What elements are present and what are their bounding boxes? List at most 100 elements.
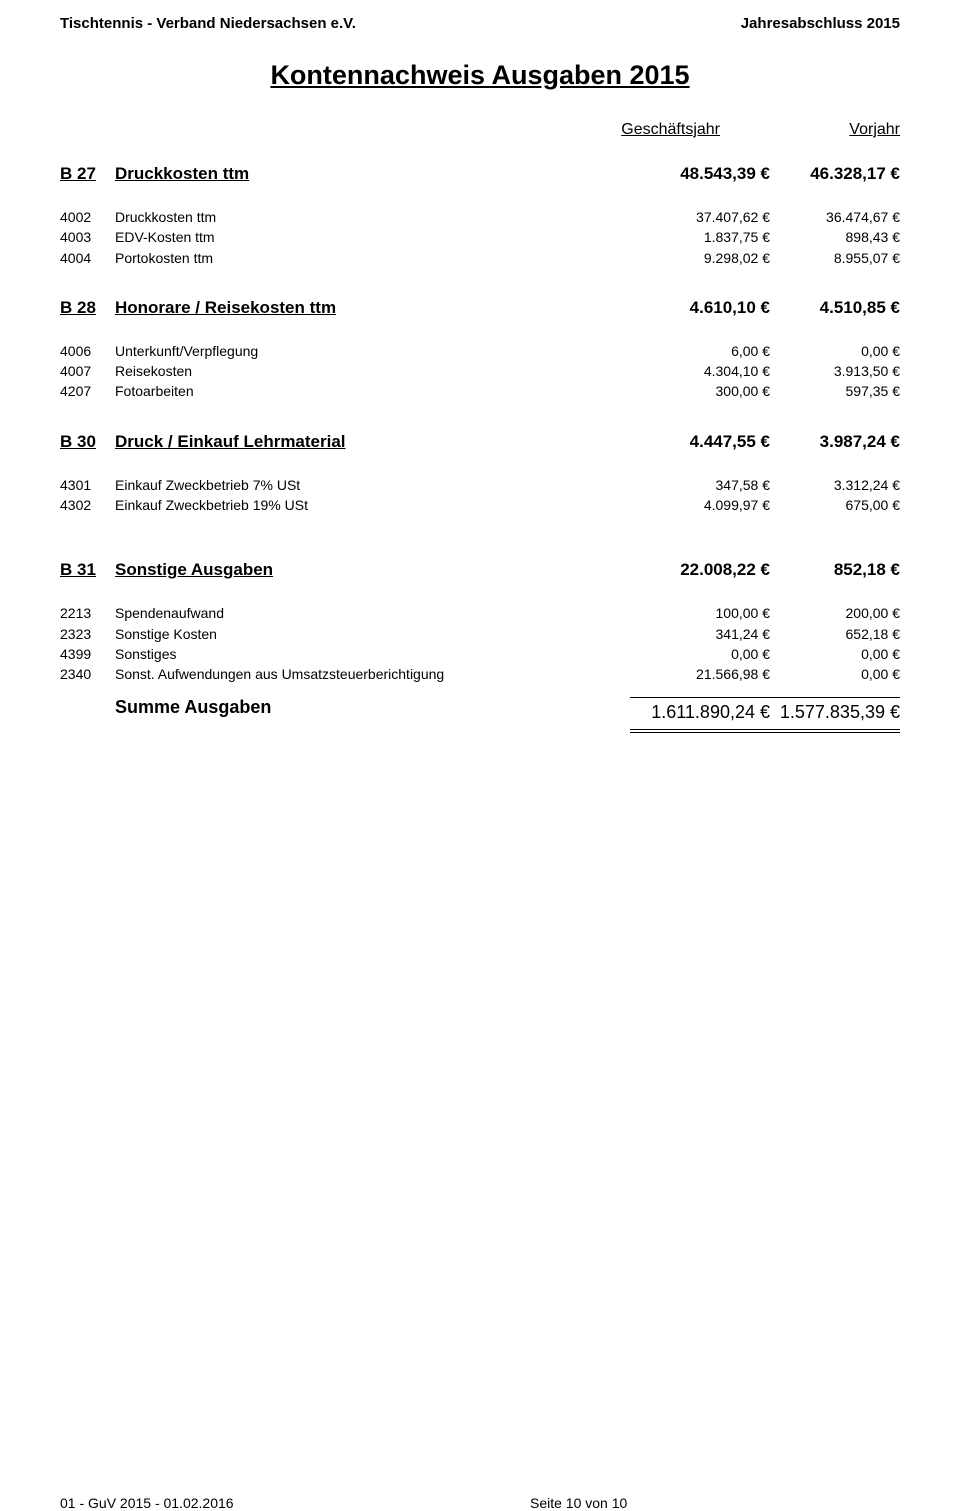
row-prior: 0,00 € [770, 341, 900, 361]
row-prior: 200,00 € [770, 603, 900, 623]
row-current: 100,00 € [630, 603, 770, 623]
table-row: 4007 Reisekosten 4.304,10 € 3.913,50 € [60, 361, 900, 381]
section-label: Sonstige Ausgaben [115, 560, 630, 580]
section-b27: B 27 Druckkosten ttm 48.543,39 € 46.328,… [60, 164, 900, 268]
page-footer: 01 - GuV 2015 - 01.02.2016 Seite 10 von … [0, 1495, 960, 1511]
section-current: 22.008,22 € [630, 560, 770, 580]
column-headers: Geschäftsjahr Vorjahr [60, 121, 900, 139]
page-header: Tischtennis - Verband Niedersachsen e.V.… [60, 15, 900, 32]
summary-row: Summe Ausgaben 1.611.890,24 € 1.577.835,… [60, 697, 900, 733]
col-current: Geschäftsjahr [585, 121, 720, 139]
row-current: 4.099,97 € [630, 495, 770, 515]
row-label: Portokosten ttm [115, 248, 630, 268]
row-code: 4302 [60, 495, 115, 515]
footer-center: Seite 10 von 10 [430, 1495, 900, 1511]
section-current: 4.610,10 € [630, 298, 770, 318]
table-row: 4207 Fotoarbeiten 300,00 € 597,35 € [60, 381, 900, 401]
table-row: 4399 Sonstiges 0,00 € 0,00 € [60, 644, 900, 664]
row-label: Sonst. Aufwendungen aus Umsatzsteuerberi… [115, 664, 630, 684]
report-name: Jahresabschluss 2015 [741, 15, 900, 32]
row-current: 1.837,75 € [630, 227, 770, 247]
row-current: 4.304,10 € [630, 361, 770, 381]
section-code: B 28 [60, 298, 115, 318]
table-row: 4302 Einkauf Zweckbetrieb 19% USt 4.099,… [60, 495, 900, 515]
row-label: Druckkosten ttm [115, 207, 630, 227]
section-label: Honorare / Reisekosten ttm [115, 298, 630, 318]
page-title: Kontennachweis Ausgaben 2015 [60, 60, 900, 91]
section-current: 48.543,39 € [630, 164, 770, 184]
table-row: 2323 Sonstige Kosten 341,24 € 652,18 € [60, 624, 900, 644]
section-code: B 31 [60, 560, 115, 580]
section-prior: 46.328,17 € [770, 164, 900, 184]
row-prior: 36.474,67 € [770, 207, 900, 227]
row-current: 300,00 € [630, 381, 770, 401]
row-code: 4003 [60, 227, 115, 247]
row-code: 4002 [60, 207, 115, 227]
row-label: Sonstige Kosten [115, 624, 630, 644]
row-label: Spendenaufwand [115, 603, 630, 623]
row-prior: 3.913,50 € [770, 361, 900, 381]
row-label: Reisekosten [115, 361, 630, 381]
row-code: 4007 [60, 361, 115, 381]
row-label: Einkauf Zweckbetrieb 19% USt [115, 495, 630, 515]
section-prior: 3.987,24 € [770, 432, 900, 452]
row-prior: 8.955,07 € [770, 248, 900, 268]
row-prior: 3.312,24 € [770, 475, 900, 495]
table-row: 4002 Druckkosten ttm 37.407,62 € 36.474,… [60, 207, 900, 227]
table-row: 4003 EDV-Kosten ttm 1.837,75 € 898,43 € [60, 227, 900, 247]
row-prior: 597,35 € [770, 381, 900, 401]
row-current: 341,24 € [630, 624, 770, 644]
summary-prior: 1.577.835,39 € [770, 698, 900, 729]
summary-label: Summe Ausgaben [60, 697, 630, 718]
row-prior: 652,18 € [770, 624, 900, 644]
row-current: 9.298,02 € [630, 248, 770, 268]
section-header: B 27 Druckkosten ttm 48.543,39 € 46.328,… [60, 164, 900, 184]
table-row: 4301 Einkauf Zweckbetrieb 7% USt 347,58 … [60, 475, 900, 495]
table-row: 2213 Spendenaufwand 100,00 € 200,00 € [60, 603, 900, 623]
row-code: 4301 [60, 475, 115, 495]
table-row: 4004 Portokosten ttm 9.298,02 € 8.955,07… [60, 248, 900, 268]
section-b30: B 30 Druck / Einkauf Lehrmaterial 4.447,… [60, 432, 900, 516]
section-code: B 30 [60, 432, 115, 452]
row-code: 2213 [60, 603, 115, 623]
summary-prior-block: 1.577.835,39 € [770, 697, 900, 733]
row-label: Fotoarbeiten [115, 381, 630, 401]
footer-left: 01 - GuV 2015 - 01.02.2016 [60, 1495, 430, 1511]
row-current: 0,00 € [630, 644, 770, 664]
row-current: 37.407,62 € [630, 207, 770, 227]
summary-current-block: 1.611.890,24 € [630, 697, 770, 733]
section-header: B 30 Druck / Einkauf Lehrmaterial 4.447,… [60, 432, 900, 452]
section-current: 4.447,55 € [630, 432, 770, 452]
section-header: B 31 Sonstige Ausgaben 22.008,22 € 852,1… [60, 560, 900, 580]
section-label: Druck / Einkauf Lehrmaterial [115, 432, 630, 452]
section-prior: 4.510,85 € [770, 298, 900, 318]
row-prior: 0,00 € [770, 664, 900, 684]
row-code: 4207 [60, 381, 115, 401]
section-header: B 28 Honorare / Reisekosten ttm 4.610,10… [60, 298, 900, 318]
table-row: 2340 Sonst. Aufwendungen aus Umsatzsteue… [60, 664, 900, 684]
row-code: 2340 [60, 664, 115, 684]
row-code: 4004 [60, 248, 115, 268]
summary-current: 1.611.890,24 € [630, 698, 770, 729]
section-prior: 852,18 € [770, 560, 900, 580]
col-prior: Vorjahr [780, 121, 900, 139]
section-b31: B 31 Sonstige Ausgaben 22.008,22 € 852,1… [60, 560, 900, 684]
row-label: Unterkunft/Verpflegung [115, 341, 630, 361]
row-prior: 898,43 € [770, 227, 900, 247]
section-label: Druckkosten ttm [115, 164, 630, 184]
row-code: 2323 [60, 624, 115, 644]
row-code: 4399 [60, 644, 115, 664]
row-prior: 0,00 € [770, 644, 900, 664]
row-code: 4006 [60, 341, 115, 361]
row-current: 347,58 € [630, 475, 770, 495]
table-row: 4006 Unterkunft/Verpflegung 6,00 € 0,00 … [60, 341, 900, 361]
row-label: Sonstiges [115, 644, 630, 664]
section-b28: B 28 Honorare / Reisekosten ttm 4.610,10… [60, 298, 900, 402]
row-current: 21.566,98 € [630, 664, 770, 684]
row-label: EDV-Kosten ttm [115, 227, 630, 247]
org-name: Tischtennis - Verband Niedersachsen e.V. [60, 15, 356, 32]
row-current: 6,00 € [630, 341, 770, 361]
row-prior: 675,00 € [770, 495, 900, 515]
section-code: B 27 [60, 164, 115, 184]
row-label: Einkauf Zweckbetrieb 7% USt [115, 475, 630, 495]
